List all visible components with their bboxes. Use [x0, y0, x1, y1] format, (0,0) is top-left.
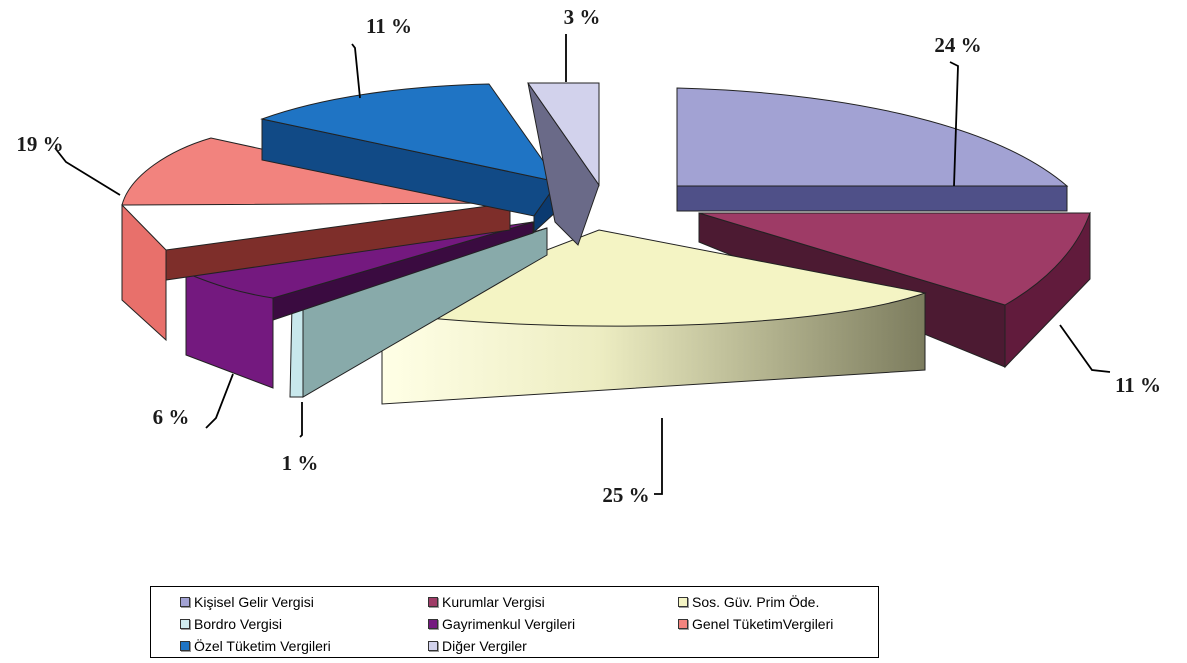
- pie-slice-kisisel-gelir-vergisi: [676, 87, 1069, 212]
- legend-swatch: [180, 619, 190, 629]
- leader-line-genel-tuketimvergileri: [54, 147, 121, 196]
- pie-slice-top-sos-guv-prim-ode: [381, 229, 927, 327]
- leader-line-bordro-vergisi: [299, 402, 303, 438]
- leader-line-kisisel-gelir-vergisi: [949, 61, 959, 187]
- legend-swatch: [678, 619, 688, 629]
- data-label-ozel-tuketim-vergileri: 11 %: [366, 14, 412, 38]
- legend-label: Özel Tüketim Vergileri: [194, 638, 331, 654]
- legend-item-ozel-tuketim-vergileri: Özel Tüketim Vergileri: [180, 635, 428, 657]
- data-label-gayrimenkul-vergileri: 6 %: [153, 405, 190, 429]
- pie-slice-top-kisisel-gelir-vergisi: [676, 87, 1069, 187]
- legend-label: Kişisel Gelir Vergisi: [194, 594, 314, 610]
- leader-line-kurumlar-vergisi: [1059, 324, 1111, 373]
- pie-slice-diger-vergiler: [527, 82, 600, 246]
- pie-slice-gayrimenkul-vergileri: [184, 221, 534, 389]
- legend-item-kurumlar-vergisi: Kurumlar Vergisi: [428, 591, 678, 613]
- legend-label: Kurumlar Vergisi: [442, 594, 545, 610]
- pie-slice-top-kurumlar-vergisi: [698, 212, 1091, 306]
- pie-slice-side-kisisel-gelir-vergisi: [676, 185, 1068, 212]
- pie-slice-top-ozel-tuketim-vergileri: [260, 83, 560, 183]
- legend-label: Bordro Vergisi: [194, 616, 282, 632]
- pie-slice-side-bordro-vergisi: [289, 304, 304, 398]
- legend-label: Sos. Güv. Prim Öde.: [692, 594, 820, 610]
- legend-swatch: [428, 619, 438, 629]
- legend-item-bordro-vergisi: Bordro Vergisi: [180, 613, 428, 635]
- percent-labels: 24 % 11 % 25 % 1 % 6 % 19 % 11 % 3 %: [16, 5, 1161, 507]
- data-label-diger-vergiler: 3 %: [564, 5, 601, 29]
- legend-swatch: [428, 641, 438, 651]
- data-label-kurumlar-vergisi: 11 %: [1115, 373, 1161, 397]
- legend-swatch: [180, 641, 190, 651]
- data-label-sos-guv-prim-ode: 25 %: [602, 483, 649, 507]
- pie-slice-ozel-tuketim-vergileri: [260, 83, 560, 234]
- legend-item-diger-vergiler: Diğer Vergiler: [428, 635, 678, 657]
- legend: Kişisel Gelir Vergisi Kurumlar Vergisi Sos…: [150, 586, 879, 658]
- legend-item-gayrimenkul-vergileri: Gayrimenkul Vergileri: [428, 613, 678, 635]
- legend-swatch: [678, 597, 688, 607]
- pie-chart: 24 % 11 % 25 % 1 % 6 % 19 % 11 % 3 %: [16, 5, 1161, 507]
- leader-line-gayrimenkul-vergileri: [205, 373, 234, 429]
- leader-lines: [54, 34, 1111, 495]
- pie-slice-side-genel-tuketimvergileri: [121, 203, 167, 342]
- pie-slice-top-diger-vergiler: [527, 82, 600, 187]
- legend-label: Genel TüketimVergileri: [692, 616, 834, 632]
- pie-slice-sos-guv-prim-ode: [381, 229, 927, 405]
- data-label-kisisel-gelir-vergisi: 24 %: [934, 33, 981, 57]
- legend-swatch: [428, 597, 438, 607]
- leader-line-sos-guv-prim-ode: [654, 418, 663, 495]
- legend-swatch: [180, 597, 190, 607]
- legend-label: Gayrimenkul Vergileri: [442, 616, 576, 632]
- legend-item-kisisel-gelir-vergisi: Kişisel Gelir Vergisi: [180, 591, 428, 613]
- legend-label: Diğer Vergiler: [442, 638, 527, 654]
- pie-slice-side-genel-tuketimvergileri: [165, 202, 511, 281]
- data-label-genel-tuketimvergileri: 19 %: [16, 132, 63, 156]
- leader-line-ozel-tuketim-vergileri: [351, 43, 361, 99]
- data-label-bordro-vergisi: 1 %: [282, 451, 319, 475]
- legend-item-genel-tuketimvergileri: Genel TüketimVergileri: [678, 613, 898, 635]
- pie-slices: [121, 82, 1091, 405]
- legend-item-sos-guv-prim-ode: Sos. Güv. Prim Öde.: [678, 591, 898, 613]
